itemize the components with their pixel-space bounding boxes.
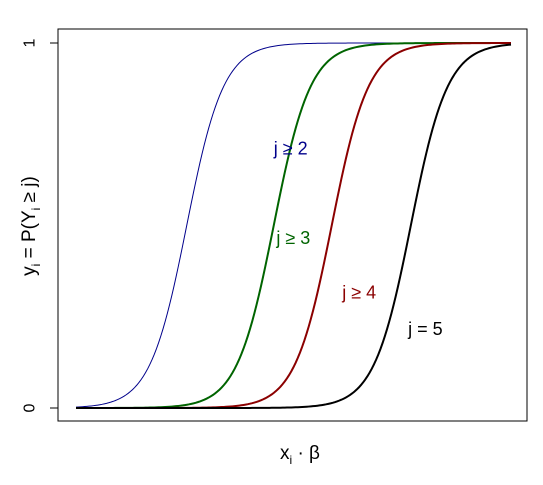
y-ticks: 01	[22, 38, 58, 412]
curves	[75, 42, 512, 409]
plot-frame	[57, 28, 528, 422]
y-tick-label: 0	[22, 403, 39, 412]
x-axis-label: xi · β	[280, 443, 320, 467]
y-tick-label: 1	[22, 38, 39, 47]
series-line	[76, 42, 511, 409]
curve-labels: j ≥ 2 j ≥ 3 j ≥ 4 j = 5	[273, 138, 443, 339]
series-label: j ≥ 3	[275, 228, 310, 248]
series-label: j = 5	[407, 319, 443, 339]
series-line	[76, 43, 512, 409]
series-line	[75, 42, 511, 408]
series-label: j ≥ 4	[341, 283, 376, 303]
series-label: j ≥ 2	[273, 138, 308, 158]
y-axis-label: yi = P(Yi ≥ j)	[19, 176, 43, 276]
series-line	[76, 42, 511, 409]
